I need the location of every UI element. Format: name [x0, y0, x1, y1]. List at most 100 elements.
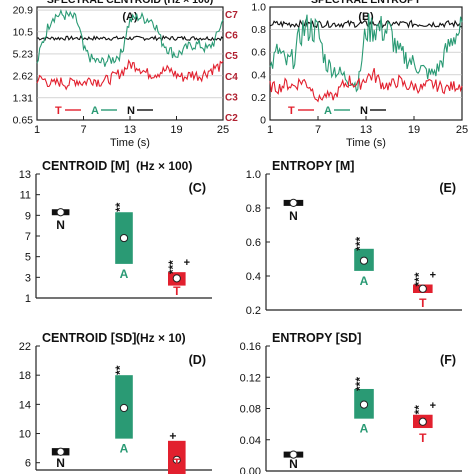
y-tick-label: 10.5 [13, 26, 34, 38]
y-tick-label: 0 [260, 115, 266, 127]
y-tick-label: 3 [25, 272, 31, 284]
y-tick-label: 0.00 [240, 466, 261, 474]
series-line-T [36, 58, 224, 91]
chart-unit: (Hz × 100) [136, 159, 192, 173]
y-tick-label: 13 [19, 169, 31, 181]
x-tick-label: 19 [170, 124, 182, 136]
legend-label: N [360, 105, 368, 117]
group-label: A [360, 274, 369, 288]
median-marker-T [172, 274, 181, 283]
y-tick-label: 6 [25, 458, 31, 470]
y-tick-label: 1.0 [251, 2, 266, 14]
x-tick-label: 7 [80, 124, 86, 136]
median-marker-T [418, 284, 427, 293]
group-label: T [173, 456, 181, 470]
y-tick-label: 14 [19, 399, 31, 411]
y-tick-label: 0.8 [246, 203, 261, 215]
median-marker-N [289, 450, 298, 459]
y-tick-label: 0.6 [246, 237, 261, 249]
y-tick-label: 0.65 [13, 115, 34, 127]
y-tick-label: 2.62 [13, 70, 34, 82]
series-line-A [36, 8, 224, 67]
y-tick-label: 11 [20, 190, 31, 202]
note-label: C5 [225, 51, 238, 62]
panel-letter: (C) [189, 181, 206, 195]
chart-D: 6 10 14 18 22 CENTROID [SD] (Hz × 10)(D) N A ** T + [19, 331, 212, 474]
x-tick-label: 19 [408, 124, 420, 136]
x-axis-label: Time (s) [110, 137, 150, 149]
y-tick-label: 22 [19, 341, 31, 353]
series-line-N [269, 18, 463, 29]
y-tick-label: 0.2 [246, 305, 261, 317]
chart-title: ENTROPY [SD] [272, 331, 361, 345]
series-line-N [36, 34, 224, 42]
y-tick-label: 20.9 [13, 5, 34, 17]
chart-title: CENTROID [M] [42, 159, 130, 173]
y-tick-label: 18 [19, 370, 31, 382]
x-tick-label: 13 [124, 124, 136, 136]
x-tick-label: 25 [456, 124, 468, 136]
chart-title: ENTROPY [M] [272, 159, 354, 173]
series-line-T [269, 68, 463, 103]
y-tick-label: 0.4 [251, 69, 266, 81]
significance-mark: + [166, 432, 180, 439]
significance-mark: ** [113, 365, 127, 375]
note-label: C4 [225, 72, 238, 83]
y-tick-label: 7 [25, 231, 31, 243]
y-tick-label: 0.6 [251, 47, 266, 59]
median-marker-N [56, 208, 65, 217]
y-tick-label: 1.0 [246, 169, 261, 181]
y-tick-label: 0.4 [246, 271, 261, 283]
median-marker-N [289, 198, 298, 207]
group-label: N [289, 209, 298, 223]
y-tick-label: 0.16 [240, 341, 261, 353]
median-marker-T [172, 455, 181, 464]
panel-letter: (D) [189, 353, 206, 367]
group-label: N [56, 218, 65, 232]
group-label: A [120, 442, 129, 456]
chart-A: 0.65 1.31 2.62 5.23 10.5 20.9 1 7 13 19 25 Time (s)… [13, 0, 239, 149]
y-tick-label: 0.08 [240, 404, 261, 416]
note-label: C2 [225, 113, 238, 124]
median-marker-A [359, 256, 369, 265]
group-label: T [419, 431, 427, 445]
group-label: T [419, 296, 427, 310]
significance-mark: *** [353, 236, 367, 250]
y-tick-label: 0.12 [240, 372, 261, 384]
group-label: A [120, 267, 129, 281]
significance-mark-2: + [184, 257, 190, 269]
significance-mark: ** [113, 202, 127, 212]
chart-unit: (Hz × 10) [136, 331, 186, 345]
chart-title: SPECTRAL ENTROPY [311, 0, 421, 6]
median-marker-A [119, 403, 129, 413]
chart-title: CENTROID [SD] [42, 331, 136, 345]
y-tick-label: 5.23 [13, 48, 34, 60]
median-marker-A [119, 233, 129, 243]
note-label: C7 [225, 10, 238, 21]
significance-mark-2: + [430, 270, 436, 282]
chart-E: 0.2 0.4 0.6 0.8 1.0 ENTROPY [M] (E) N A *** T *** + [246, 159, 462, 317]
series-line-A [269, 13, 463, 93]
chart-B: 0 0.2 0.4 0.6 0.8 1.0 1 7 13 19 25 Time (s) SPECTRAL… [251, 0, 468, 149]
significance-mark-2: + [430, 400, 436, 412]
significance-mark: ** [412, 405, 426, 415]
x-tick-label: 13 [360, 124, 372, 136]
median-marker-A [359, 400, 369, 409]
legend-label: A [324, 105, 332, 117]
panel-letter: (E) [439, 181, 456, 195]
y-tick-label: 0.04 [240, 435, 261, 447]
y-tick-label: 1.31 [13, 92, 34, 104]
significance-mark: *** [412, 272, 426, 286]
panel-letter: (F) [440, 353, 456, 367]
y-tick-label: 0.8 [251, 24, 266, 36]
group-label: N [56, 456, 65, 470]
y-tick-label: 10 [19, 429, 31, 441]
x-tick-label: 7 [315, 124, 321, 136]
legend-label: T [288, 105, 295, 117]
legend-label: N [127, 105, 135, 117]
x-tick-label: 1 [267, 124, 273, 136]
group-label: T [173, 284, 181, 298]
